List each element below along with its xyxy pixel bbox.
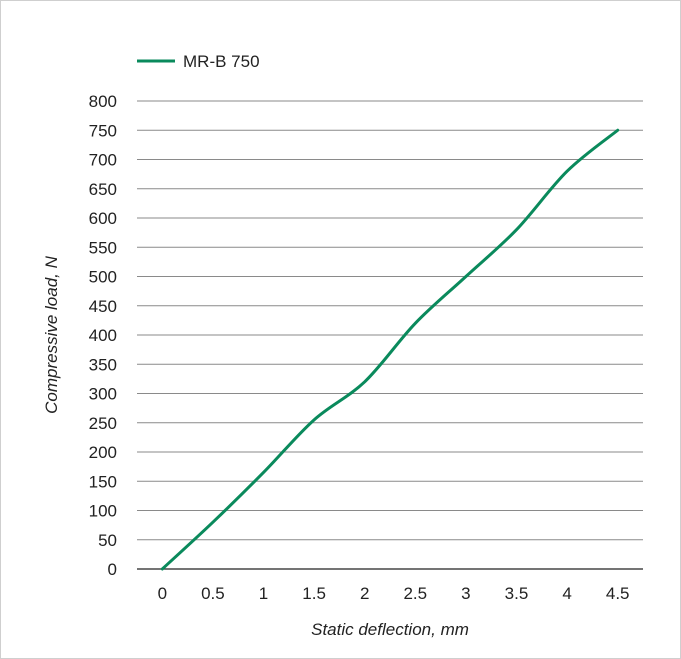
y-tick-label: 200 <box>89 443 117 462</box>
grid-lines <box>137 100 643 541</box>
y-tick-label: 0 <box>108 560 117 579</box>
y-tick-label: 450 <box>89 297 117 316</box>
x-tick-label: 1.5 <box>302 584 326 603</box>
series-line-mr-b-750 <box>160 128 620 571</box>
y-tick-label: 300 <box>89 385 117 404</box>
y-tick-label: 350 <box>89 355 117 374</box>
y-axis-label: Compressive load, N <box>42 255 61 414</box>
x-tick-label: 2.5 <box>403 584 427 603</box>
x-tick-label: 0 <box>158 584 167 603</box>
x-tick-labels: 0 0.5 1 1.5 2 2.5 3 3.5 4 4.5 <box>158 584 630 603</box>
y-tick-label: 400 <box>89 326 117 345</box>
x-tick-label: 1 <box>259 584 268 603</box>
y-tick-label: 550 <box>89 238 117 257</box>
y-tick-label: 500 <box>89 268 117 287</box>
y-tick-label: 650 <box>89 180 117 199</box>
y-tick-label: 250 <box>89 414 117 433</box>
y-tick-label: 50 <box>98 531 117 550</box>
x-tick-label: 4 <box>562 584 571 603</box>
y-tick-label: 800 <box>89 92 117 111</box>
x-tick-label: 3 <box>461 584 470 603</box>
x-axis-label: Static deflection, mm <box>311 620 469 639</box>
y-tick-label: 700 <box>89 151 117 170</box>
x-tick-label: 3.5 <box>505 584 529 603</box>
y-tick-label: 100 <box>89 502 117 521</box>
x-tick-label: 2 <box>360 584 369 603</box>
x-tick-label: 0.5 <box>201 584 225 603</box>
y-tick-label: 150 <box>89 472 117 491</box>
y-tick-labels: 0 50 100 150 200 250 300 350 400 450 500 550 600 650 7… <box>89 92 117 579</box>
x-tick-label: 4.5 <box>606 584 630 603</box>
y-tick-label: 750 <box>89 121 117 140</box>
y-tick-label: 600 <box>89 209 117 228</box>
legend: MR-B 750 <box>137 52 260 71</box>
series-group <box>160 128 620 571</box>
legend-label: MR-B 750 <box>183 52 260 71</box>
